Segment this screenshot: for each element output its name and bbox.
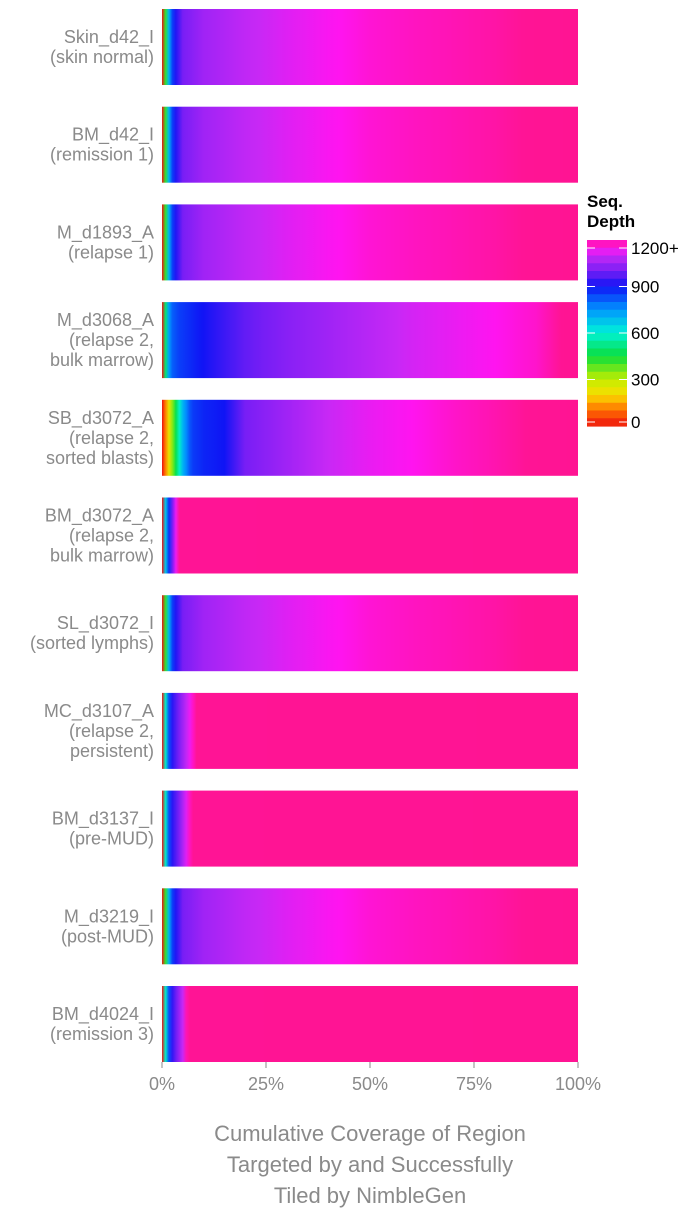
legend-color-band [587,317,627,326]
legend-color-band [587,348,627,357]
heatmap-row-bar [162,204,578,281]
legend-color-band [587,333,627,342]
row-label: (remission 1) [50,145,154,165]
x-tick-label: 0% [149,1074,175,1094]
row-label: (remission 3) [50,1024,154,1044]
row-label: BM_d3072_A [45,506,154,527]
legend-tick-label: 600 [631,324,659,343]
row-label: BM_d4024_I [52,1004,154,1025]
row-label: (relapse 2, [69,526,154,546]
legend-color-band [587,356,627,365]
legend-color-band [587,364,627,373]
legend-color-band [587,278,627,288]
row-label: (relapse 2, [69,428,154,448]
row-label: bulk marrow) [50,546,154,566]
x-tick-label: 25% [248,1074,284,1094]
row-label: sorted blasts) [46,448,154,468]
row-label: BM_d42_I [72,125,154,146]
x-tick-label: 100% [555,1074,601,1094]
legend-color-band [587,395,627,404]
x-axis-title-line: Targeted by and Successfully [227,1152,513,1177]
legend-color-band [587,325,627,334]
heatmap-row-bar [162,399,578,476]
row-label: SB_d3072_A [48,408,154,429]
legend-title: Depth [587,212,635,231]
row-label: bulk marrow) [50,350,154,370]
x-axis-title: Cumulative Coverage of Region Targeted by… [214,1121,526,1208]
legend-color-band [587,387,627,396]
x-axis-title-line: Cumulative Coverage of Region [214,1121,526,1146]
row-label: BM_d3137_I [52,809,154,830]
heatmap-row-bar [162,692,578,769]
legend-title: Seq. [587,192,623,211]
legend-color-band [587,340,627,350]
row-label: M_d1893_A [57,222,154,243]
x-tick-label: 50% [352,1074,388,1094]
legend-color-band [587,286,627,295]
row-label: (skin normal) [50,47,154,67]
row-label: (post-MUD) [61,926,154,946]
legend-color-band [587,302,627,311]
row-label: M_d3219_I [64,906,154,927]
heatmap-row-bar [162,595,578,672]
row-label: (sorted lymphs) [30,633,154,653]
legend-color-band [587,309,627,319]
legend-tick-label: 900 [631,278,659,297]
legend-color-band [587,263,627,272]
legend-color-band [587,371,627,381]
legend-tick-label: 300 [631,371,659,390]
legend-tick-label: 0 [631,413,640,432]
row-label: M_d3068_A [57,310,154,331]
row-label: (relapse 1) [68,242,154,262]
heatmap-row-bar [162,497,578,574]
legend-color-band [587,418,627,427]
heatmap-row-bar [162,106,578,183]
row-label: (relapse 2, [69,330,154,350]
row-label: MC_d3107_A [44,701,154,722]
x-tick-label: 75% [456,1074,492,1094]
row-label: persistent) [70,741,154,761]
heatmap-row-bar [162,9,578,85]
legend: Seq.Depth 1200+ 900 600 300 0 [587,192,679,432]
legend-tick-label: 1200+ [631,239,679,258]
heatmap-row-bar [162,888,578,965]
legend-color-band [587,402,627,412]
row-label: SL_d3072_I [57,613,154,634]
heatmap-row-bar [162,790,578,867]
row-label: (pre-MUD) [69,829,154,849]
row-label: Skin_d42_I [64,27,154,48]
heatmap-rows: Skin_d42_I(skin normal)BM_d42_I(remissio… [30,9,578,1062]
legend-color-band [587,410,627,419]
row-label: (relapse 2, [69,721,154,741]
legend-color-band [587,271,627,280]
legend-color-band [587,379,627,388]
x-axis-title-line: Tiled by NimbleGen [274,1183,466,1208]
legend-color-band [587,294,627,303]
heatmap-row-bar [162,986,578,1062]
legend-color-band [587,255,627,264]
legend-color-band [587,240,627,249]
x-axis: 0% 25% 50% 75% 100% [149,1062,601,1094]
heatmap-row-bar [162,302,578,379]
legend-color-band [587,247,627,257]
